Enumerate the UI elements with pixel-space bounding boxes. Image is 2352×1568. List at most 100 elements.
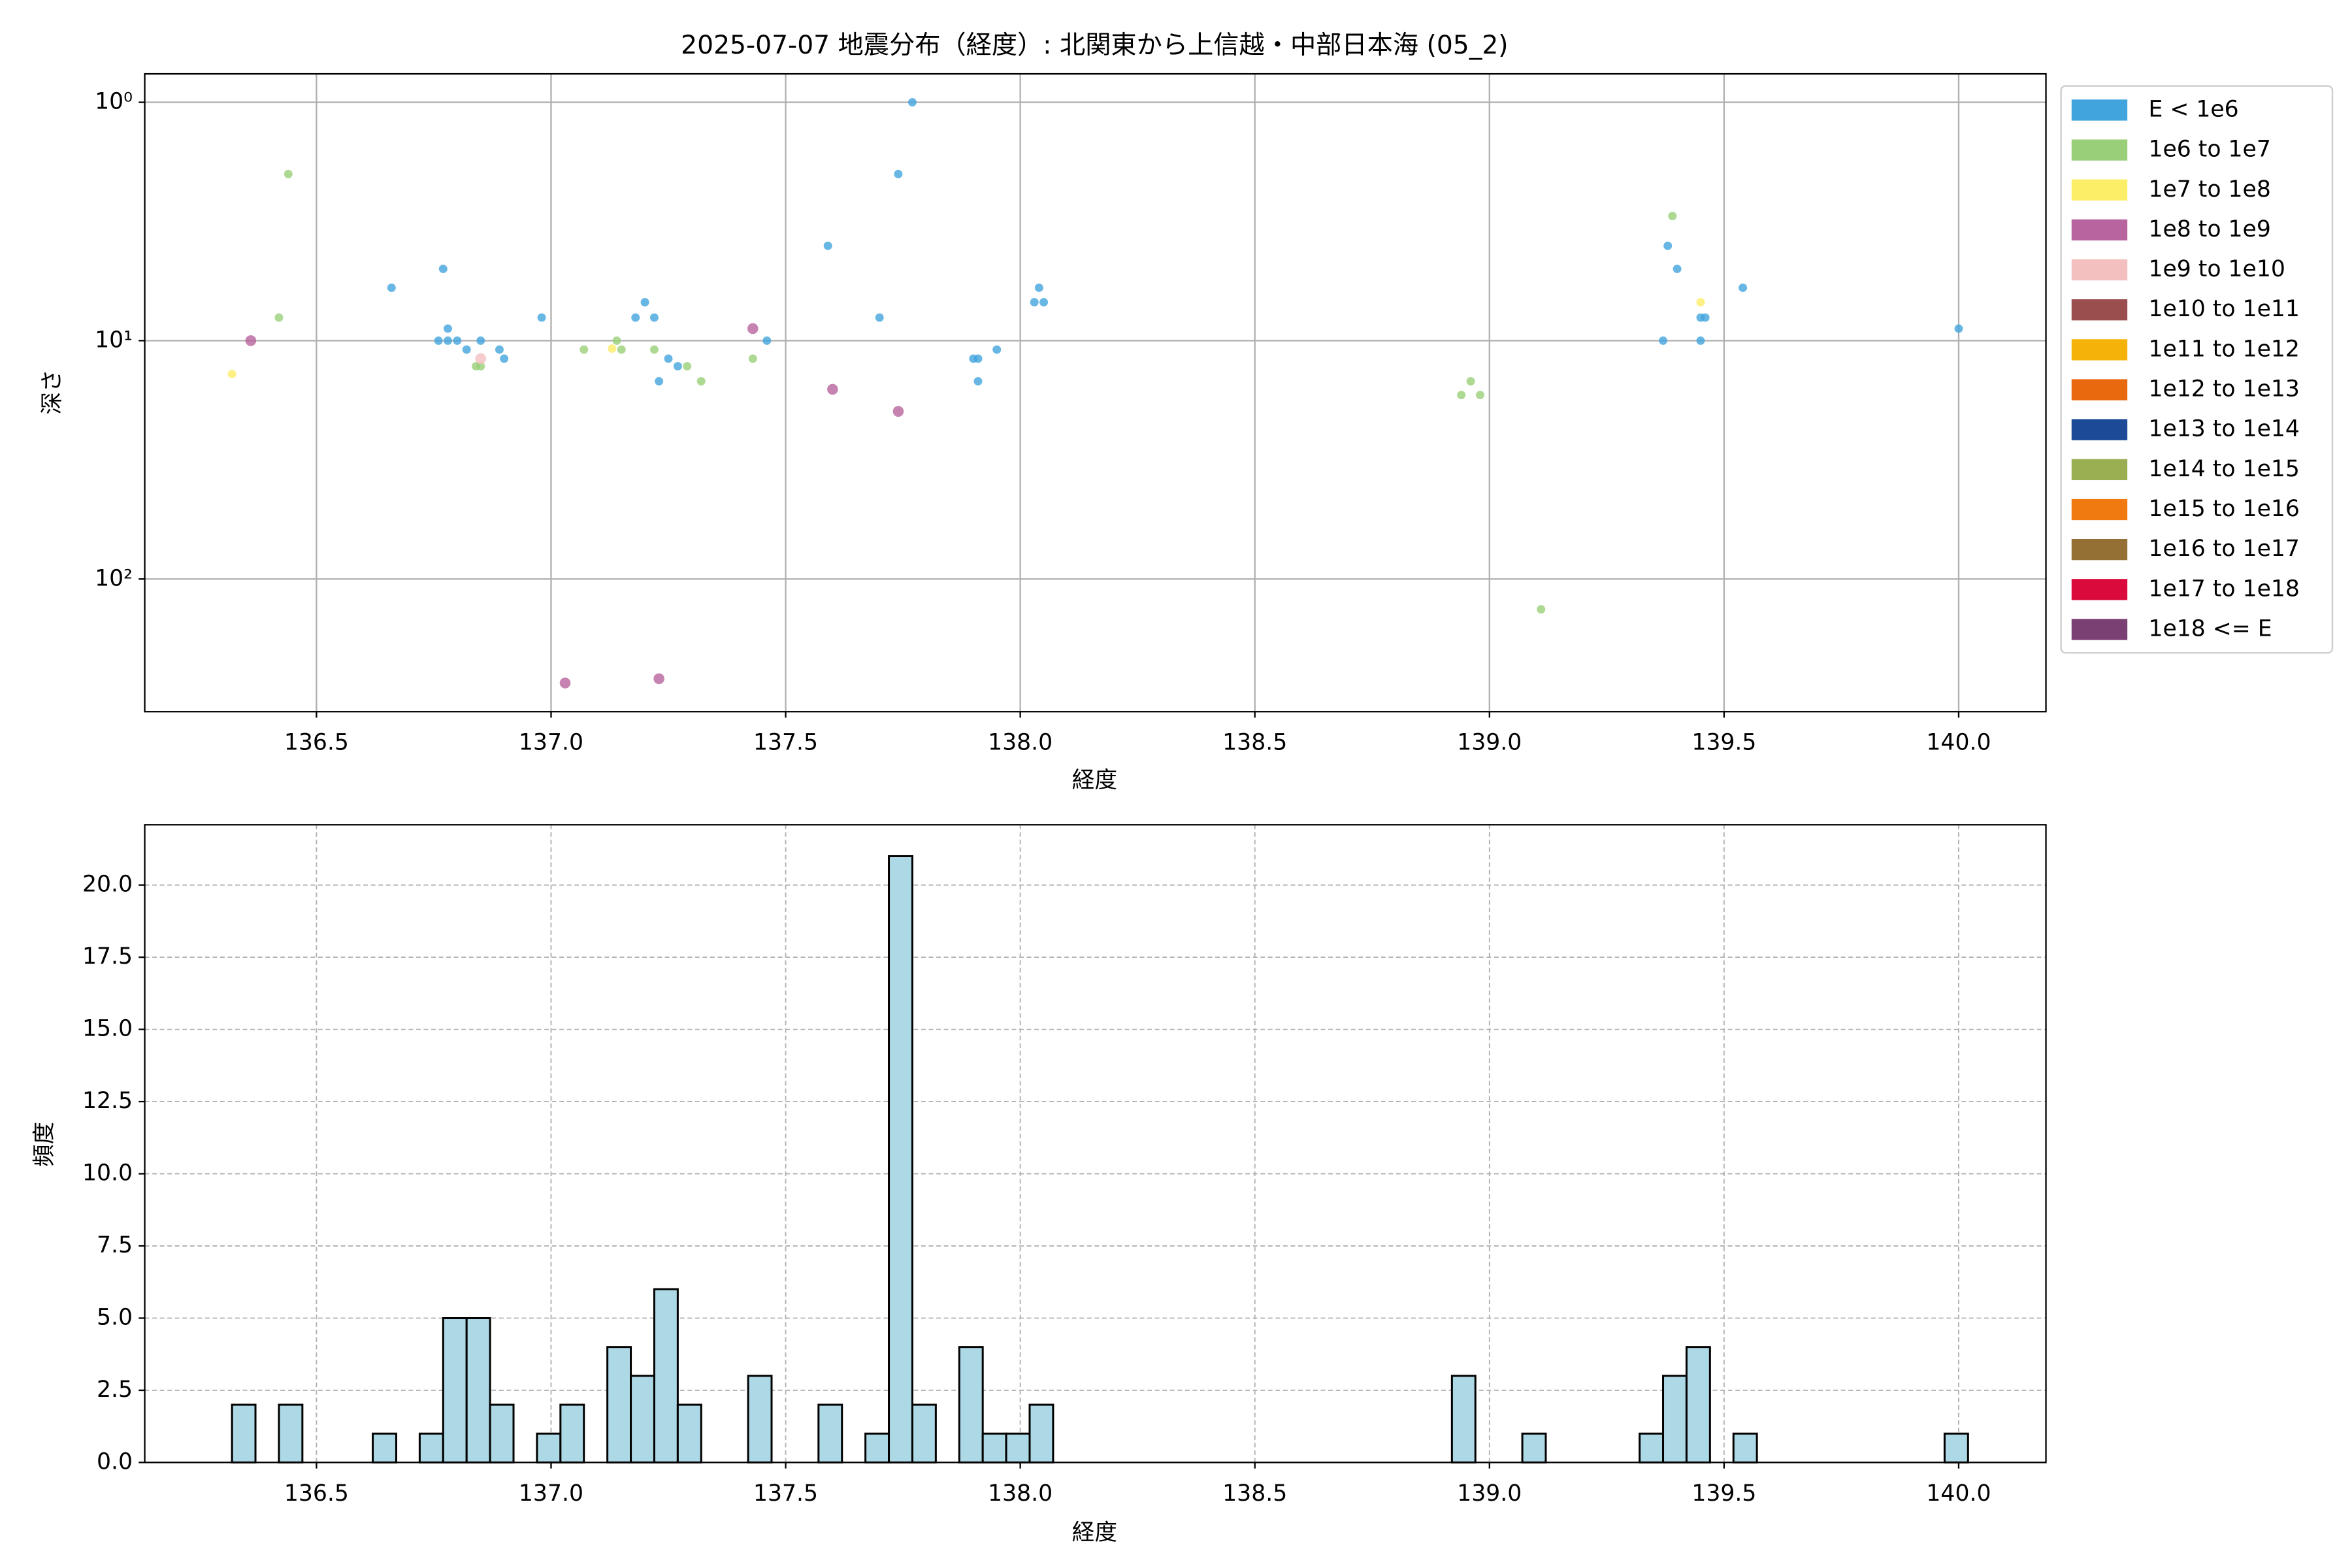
histogram-bar: [1662, 1375, 1688, 1463]
legend-label: 1e14 to 1e15: [2148, 456, 2299, 482]
scatter-point: [827, 384, 838, 395]
scatter-point: [696, 377, 706, 385]
scatter-point: [537, 313, 546, 322]
legend-swatch: [2071, 179, 2128, 201]
scatter-point: [1696, 336, 1705, 345]
y-axis-label: 深さ: [39, 369, 65, 414]
y-tick-label: 5.0: [97, 1305, 133, 1331]
scatter-point: [1673, 265, 1682, 274]
scatter-point: [444, 324, 452, 333]
legend-swatch: [2071, 459, 2128, 480]
scatter-point: [444, 336, 452, 345]
x-tick-label: 140.0: [1926, 1480, 1991, 1507]
scatter-point: [653, 673, 664, 685]
legend-swatch: [2071, 539, 2128, 561]
histogram-bar: [1943, 1432, 1969, 1463]
legend-label: 1e9 to 1e10: [2148, 256, 2285, 282]
x-tick-label: 136.5: [284, 1480, 349, 1507]
scatter-point: [1954, 324, 1963, 333]
histogram-bar: [676, 1403, 702, 1463]
legend-label: E < 1e6: [2148, 96, 2238, 122]
histogram-bar: [1685, 1346, 1711, 1463]
histogram-bar: [981, 1432, 1007, 1463]
scatter-point: [631, 313, 640, 322]
scatter-point: [500, 354, 509, 363]
y-tick-label: 7.5: [97, 1232, 133, 1258]
histogram-bar: [958, 1346, 984, 1463]
scatter-point: [245, 335, 257, 346]
y-tick-label: 17.5: [82, 943, 133, 970]
histogram-bar: [630, 1375, 655, 1463]
scatter-point: [907, 98, 917, 107]
legend-swatch: [2071, 579, 2128, 600]
histogram-bar: [418, 1432, 444, 1463]
x-tick-label: 139.5: [1691, 730, 1756, 756]
legend-swatch: [2071, 259, 2128, 281]
histogram-bar: [911, 1403, 937, 1463]
histogram-bar: [1639, 1432, 1665, 1463]
histogram-bar: [817, 1403, 843, 1463]
histogram-bar: [606, 1346, 632, 1463]
scatter-point: [438, 265, 448, 274]
scatter-point: [892, 406, 904, 417]
legend-label: 1e15 to 1e16: [2148, 496, 2299, 522]
scatter-point: [1457, 391, 1466, 400]
scatter-point: [1030, 298, 1039, 307]
x-tick-label: 138.5: [1222, 730, 1287, 756]
scatter-point: [608, 344, 617, 353]
x-axis-label: 経度: [1072, 767, 1117, 793]
y-tick-label: 10¹: [95, 327, 133, 353]
scatter-point: [683, 362, 692, 370]
plot-frame: [144, 73, 2047, 713]
scatter-point: [1039, 298, 1049, 307]
histogram-bar: [442, 1317, 468, 1463]
x-tick-label: 139.0: [1457, 1480, 1522, 1507]
histogram-bar: [372, 1432, 397, 1463]
scatter-point: [1537, 605, 1546, 614]
histogram-bar: [1028, 1403, 1054, 1463]
legend-label: 1e18 <= E: [2148, 615, 2272, 642]
x-tick-label: 139.5: [1691, 1480, 1756, 1507]
histogram-bar: [653, 1288, 679, 1463]
scatter-point: [1466, 377, 1475, 385]
x-tick-label: 137.0: [519, 730, 583, 756]
legend-swatch: [2071, 339, 2128, 361]
x-tick-label: 136.5: [284, 730, 349, 756]
y-tick-label: 15.0: [82, 1016, 133, 1042]
scatter-point: [1696, 298, 1705, 307]
legend-label: 1e13 to 1e14: [2148, 416, 2299, 442]
legend-label: 1e16 to 1e17: [2148, 536, 2299, 562]
x-tick-label: 139.0: [1457, 730, 1522, 756]
histogram-bar: [489, 1403, 515, 1463]
scatter-point: [1663, 241, 1673, 250]
legend-label: 1e12 to 1e13: [2148, 376, 2299, 402]
scatter-point: [655, 377, 664, 385]
legend-swatch: [2071, 379, 2128, 400]
scatter-point: [274, 313, 284, 322]
scatter-point: [475, 353, 487, 365]
scatter-point: [580, 345, 589, 354]
legend-label: 1e6 to 1e7: [2148, 137, 2270, 163]
histogram-bar: [559, 1403, 585, 1463]
legend-label: 1e17 to 1e18: [2148, 576, 2299, 602]
scatter-point: [387, 284, 396, 292]
x-tick-label: 138.5: [1222, 1480, 1287, 1507]
x-axis-label: 経度: [1072, 1520, 1117, 1546]
scatter-point: [1739, 284, 1748, 292]
histogram-bar: [888, 855, 913, 1463]
scatter-point: [673, 362, 682, 370]
histogram-bar: [864, 1432, 890, 1463]
legend-swatch: [2071, 99, 2128, 121]
scatter-point: [462, 345, 471, 354]
scatter-point: [650, 313, 659, 322]
scatter-point: [495, 345, 504, 354]
x-tick-label: 138.0: [988, 730, 1053, 756]
legend-swatch: [2071, 419, 2128, 440]
scatter-point: [476, 336, 485, 345]
y-tick-label: 10.0: [82, 1160, 133, 1186]
scatter-point: [875, 313, 884, 322]
scatter-point: [476, 362, 485, 370]
